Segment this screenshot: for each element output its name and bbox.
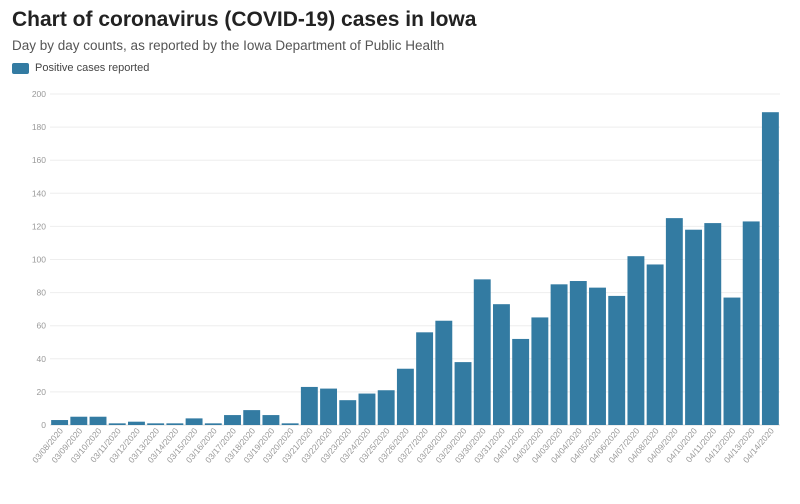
bar[interactable]: 03/18/2020: 9 bbox=[243, 410, 261, 425]
chart-legend[interactable]: Positive cases reported bbox=[12, 62, 149, 74]
bar[interactable]: 04/12/2020: 77 bbox=[723, 297, 741, 425]
bar[interactable]: 03/27/2020: 56 bbox=[416, 332, 434, 425]
y-tick-label: 200 bbox=[32, 89, 46, 99]
bar[interactable]: 03/25/2020: 21 bbox=[377, 390, 395, 425]
y-tick-label: 100 bbox=[32, 255, 46, 265]
bar[interactable]: 04/10/2020: 118 bbox=[685, 229, 703, 425]
y-tick-label: 180 bbox=[32, 122, 46, 132]
bar[interactable]: 03/23/2020: 15 bbox=[339, 400, 357, 425]
bar[interactable]: 03/24/2020: 19 bbox=[358, 393, 376, 425]
bar[interactable]: 03/21/2020: 23 bbox=[300, 386, 318, 425]
bar[interactable]: 04/11/2020: 122 bbox=[704, 223, 722, 425]
bar[interactable]: 03/26/2020: 34 bbox=[396, 368, 414, 425]
bar[interactable]: 04/09/2020: 125 bbox=[665, 218, 683, 425]
bar[interactable]: 04/06/2020: 78 bbox=[608, 295, 626, 425]
bar[interactable]: 04/01/2020: 52 bbox=[512, 338, 530, 425]
bar[interactable]: 04/08/2020: 97 bbox=[646, 264, 664, 425]
y-tick-label: 20 bbox=[37, 387, 47, 397]
bar[interactable]: 03/22/2020: 22 bbox=[320, 388, 338, 425]
bar[interactable]: 04/03/2020: 85 bbox=[550, 284, 568, 425]
bar[interactable]: 03/19/2020: 6 bbox=[262, 415, 280, 425]
bar[interactable]: 03/11/2020: 1 bbox=[108, 423, 126, 425]
y-tick-label: 120 bbox=[32, 221, 46, 231]
chart-title: Chart of coronavirus (COVID-19) cases in… bbox=[12, 8, 477, 31]
y-tick-label: 160 bbox=[32, 155, 46, 165]
y-tick-label: 60 bbox=[37, 321, 47, 331]
bar[interactable]: 04/04/2020: 87 bbox=[569, 281, 587, 425]
bar[interactable]: 03/30/2020: 88 bbox=[473, 279, 491, 425]
bar[interactable]: 03/14/2020: 1 bbox=[166, 423, 184, 425]
y-tick-label: 0 bbox=[41, 420, 46, 430]
bar[interactable]: 04/14/2020: 189 bbox=[761, 112, 779, 425]
y-tick-label: 80 bbox=[37, 288, 47, 298]
bar[interactable]: 03/12/2020: 2 bbox=[127, 421, 145, 425]
bar[interactable]: 03/08/2020: 3 bbox=[51, 420, 69, 425]
legend-label: Positive cases reported bbox=[35, 62, 150, 74]
bar[interactable]: 03/10/2020: 5 bbox=[89, 416, 107, 425]
bar[interactable]: 03/13/2020: 1 bbox=[147, 423, 165, 425]
bar[interactable]: 04/07/2020: 102 bbox=[627, 256, 645, 425]
bar[interactable]: 04/05/2020: 83 bbox=[589, 287, 606, 425]
bar[interactable]: 03/09/2020: 5 bbox=[70, 416, 88, 425]
bar[interactable]: 03/20/2020: 1 bbox=[281, 423, 299, 425]
bar[interactable]: 03/29/2020: 38 bbox=[454, 362, 472, 425]
y-tick-label: 140 bbox=[32, 188, 46, 198]
bar[interactable]: 04/02/2020: 65 bbox=[531, 317, 549, 425]
chart-subtitle: Day by day counts, as reported by the Io… bbox=[12, 38, 445, 53]
bar[interactable]: 03/17/2020: 6 bbox=[224, 415, 241, 425]
bar[interactable]: 04/13/2020: 123 bbox=[742, 221, 760, 425]
bar[interactable]: 03/28/2020: 63 bbox=[435, 320, 453, 425]
bar[interactable]: 03/31/2020: 73 bbox=[492, 304, 510, 425]
bar[interactable]: 03/15/2020: 4 bbox=[185, 418, 203, 425]
y-tick-label: 40 bbox=[37, 354, 47, 364]
legend-swatch bbox=[12, 62, 29, 74]
bar[interactable]: 03/16/2020: 1 bbox=[204, 423, 222, 425]
